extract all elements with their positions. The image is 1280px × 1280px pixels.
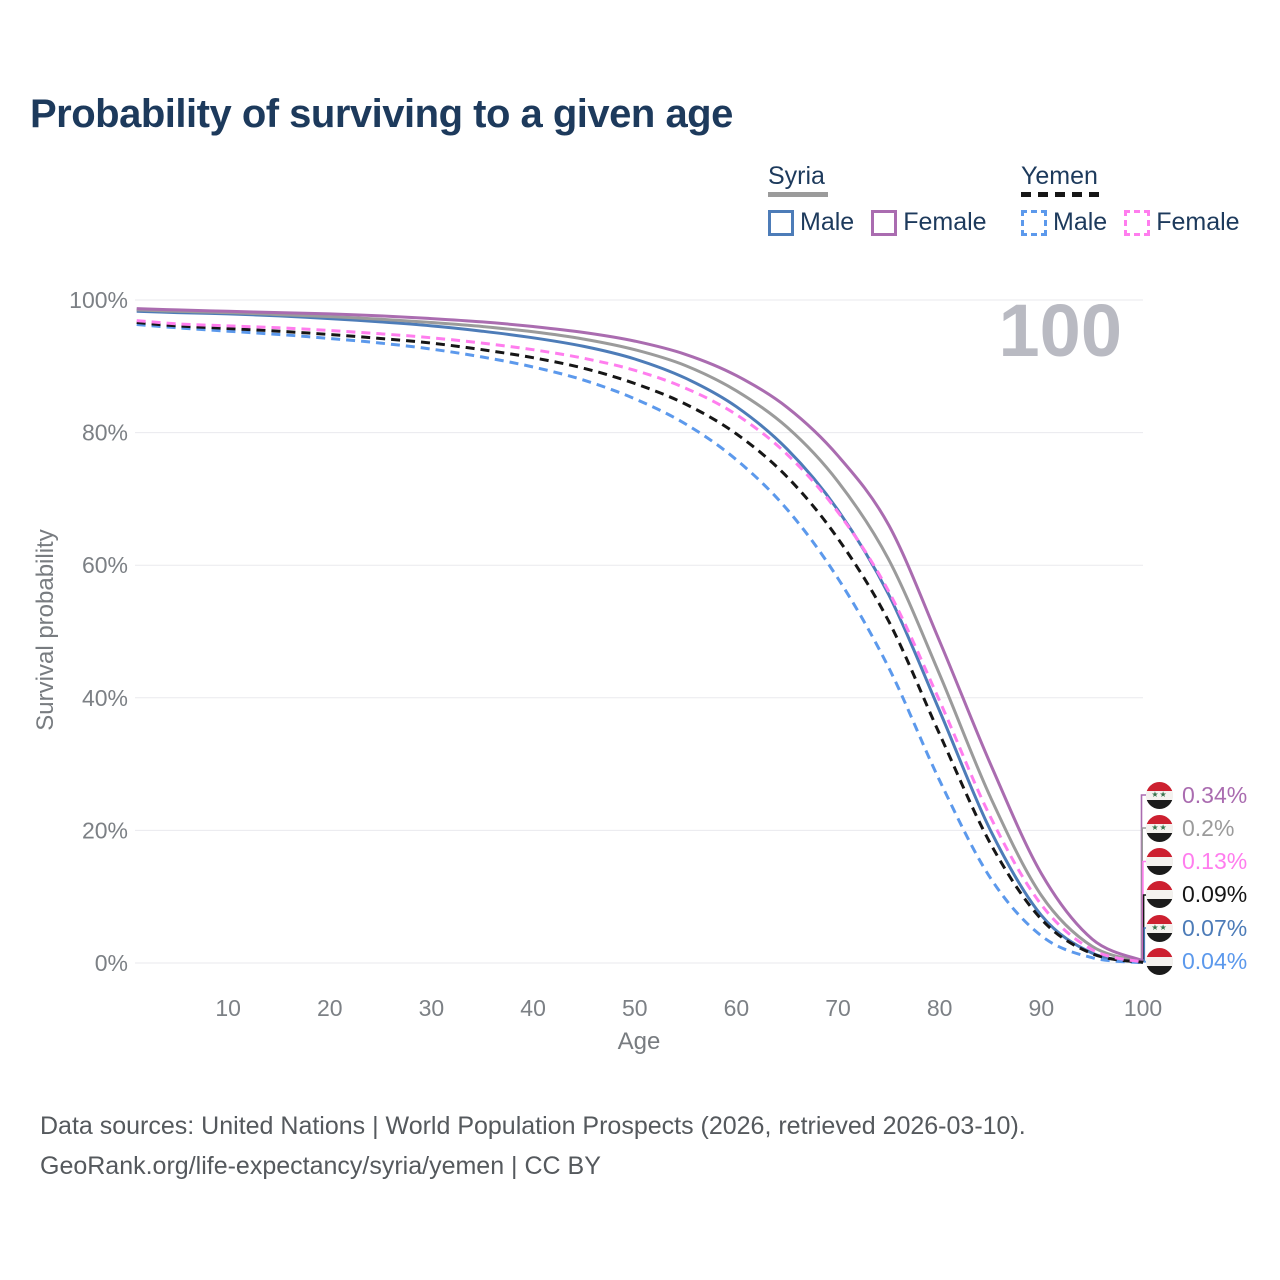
legend-country-yemen[interactable]: Yemen bbox=[1021, 163, 1257, 197]
y-tick-label: 80% bbox=[82, 420, 128, 446]
y-tick-label: 0% bbox=[95, 950, 128, 976]
syria-flag-icon bbox=[1146, 814, 1173, 842]
end-label-row: 0.13% bbox=[1146, 848, 1247, 876]
footer-line-2: GeoRank.org/life-expectancy/syria/yemen … bbox=[40, 1152, 601, 1180]
syria-flag-icon bbox=[1146, 914, 1173, 942]
yemen-female-swatch[interactable] bbox=[1124, 209, 1151, 236]
x-tick-label: 10 bbox=[215, 995, 241, 1021]
end-value: 0.34% bbox=[1182, 781, 1248, 808]
end-value: 0.04% bbox=[1182, 948, 1248, 974]
yemen-flag-icon bbox=[1146, 848, 1173, 875]
age-counter-watermark: 100 bbox=[998, 289, 1122, 372]
end-value: 0.07% bbox=[1182, 914, 1248, 941]
legend-country-syria-label: Syria bbox=[768, 162, 825, 190]
page-title: Probability of surviving to a given age bbox=[30, 92, 733, 136]
data-sources-footer: Data sources: United Nations | World Pop… bbox=[40, 1106, 1026, 1186]
yemen-male-swatch[interactable] bbox=[1021, 209, 1047, 236]
end-value: 0.09% bbox=[1182, 881, 1248, 907]
x-tick-label: 100 bbox=[1124, 995, 1162, 1021]
end-label-row: 0.07% bbox=[1146, 914, 1247, 942]
footer-line-1: Data sources: United Nations | World Pop… bbox=[40, 1112, 1026, 1140]
x-tick-label: 90 bbox=[1029, 995, 1055, 1021]
legend-syria-male-label[interactable]: Male bbox=[800, 208, 855, 236]
legend-yemen-female-label[interactable]: Female bbox=[1156, 208, 1240, 236]
x-tick-label: 80 bbox=[927, 995, 953, 1021]
curve-yemen-female[interactable] bbox=[136, 319, 1144, 964]
syria-male-swatch[interactable] bbox=[768, 209, 794, 236]
y-tick-label: 20% bbox=[82, 817, 128, 843]
syria-all-line-swatch bbox=[768, 192, 828, 197]
legend-country-syria[interactable]: Syria bbox=[768, 163, 1004, 197]
legend-group-syria: Syria Male Female bbox=[768, 163, 1004, 237]
legend-yemen-male-label[interactable]: Male bbox=[1053, 208, 1108, 236]
curve-syria-all[interactable] bbox=[136, 308, 1144, 964]
x-tick-label: 20 bbox=[317, 995, 343, 1021]
legend-syria-female-label[interactable]: Female bbox=[903, 208, 987, 236]
end-label-row: 0.34% bbox=[1146, 781, 1247, 809]
syria-flag-icon bbox=[1146, 781, 1173, 809]
curve-yemen-all[interactable] bbox=[136, 321, 1144, 964]
end-value: 0.13% bbox=[1182, 848, 1248, 874]
y-tick-label: 40% bbox=[82, 685, 128, 711]
y-tick-label: 100% bbox=[69, 287, 128, 313]
end-value: 0.2% bbox=[1182, 814, 1235, 841]
x-tick-label: 50 bbox=[622, 995, 648, 1021]
curve-yemen-male[interactable] bbox=[136, 323, 1144, 965]
x-tick-label: 60 bbox=[724, 995, 750, 1021]
curve-syria-male[interactable] bbox=[136, 309, 1144, 964]
curve-syria-female[interactable] bbox=[136, 307, 1144, 963]
end-label-row: 0.2% bbox=[1146, 814, 1234, 842]
yemen-flag-icon bbox=[1146, 881, 1173, 908]
x-tick-label: 70 bbox=[825, 995, 851, 1021]
end-label-row: 0.04% bbox=[1146, 948, 1247, 976]
y-axis-title: Survival probability bbox=[32, 529, 59, 731]
x-tick-label: 40 bbox=[520, 995, 546, 1021]
end-label-row: 0.09% bbox=[1146, 881, 1247, 909]
yemen-flag-icon bbox=[1146, 948, 1173, 975]
legend-country-yemen-label: Yemen bbox=[1021, 162, 1098, 190]
syria-female-swatch[interactable] bbox=[871, 209, 898, 236]
legend-group-yemen: Yemen Male Female bbox=[1021, 163, 1257, 237]
y-tick-label: 60% bbox=[82, 552, 128, 578]
yemen-all-line-swatch bbox=[1021, 192, 1099, 197]
x-tick-label: 30 bbox=[419, 995, 445, 1021]
x-axis-title: Age bbox=[617, 1028, 661, 1055]
